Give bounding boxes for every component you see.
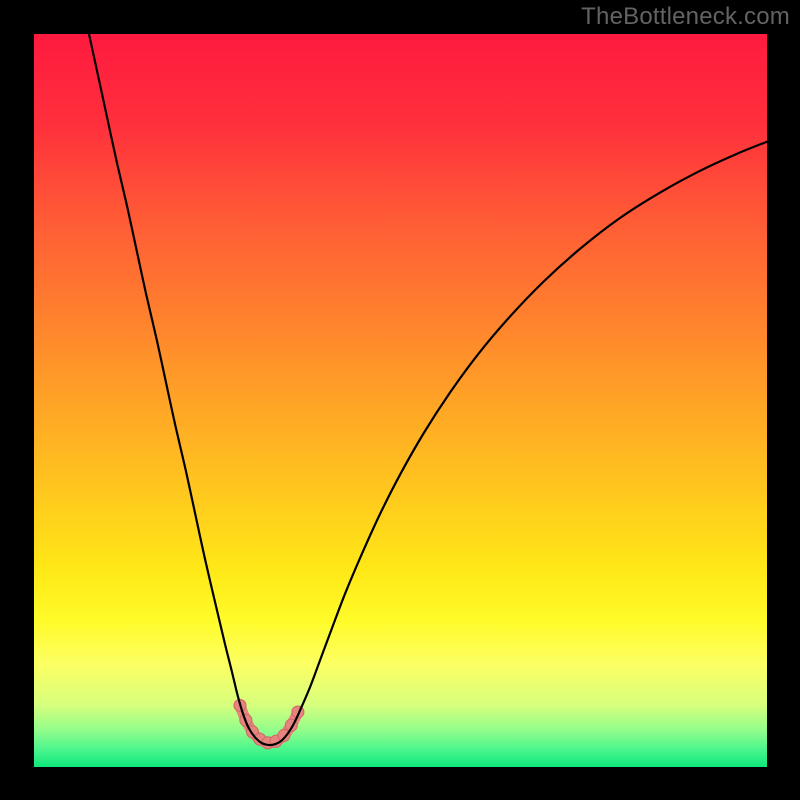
plot-area bbox=[34, 34, 767, 767]
chart-frame: TheBottleneck.com bbox=[0, 0, 800, 800]
chart-svg bbox=[34, 34, 767, 767]
watermark-text: TheBottleneck.com bbox=[581, 3, 790, 31]
gradient-background bbox=[34, 34, 767, 767]
